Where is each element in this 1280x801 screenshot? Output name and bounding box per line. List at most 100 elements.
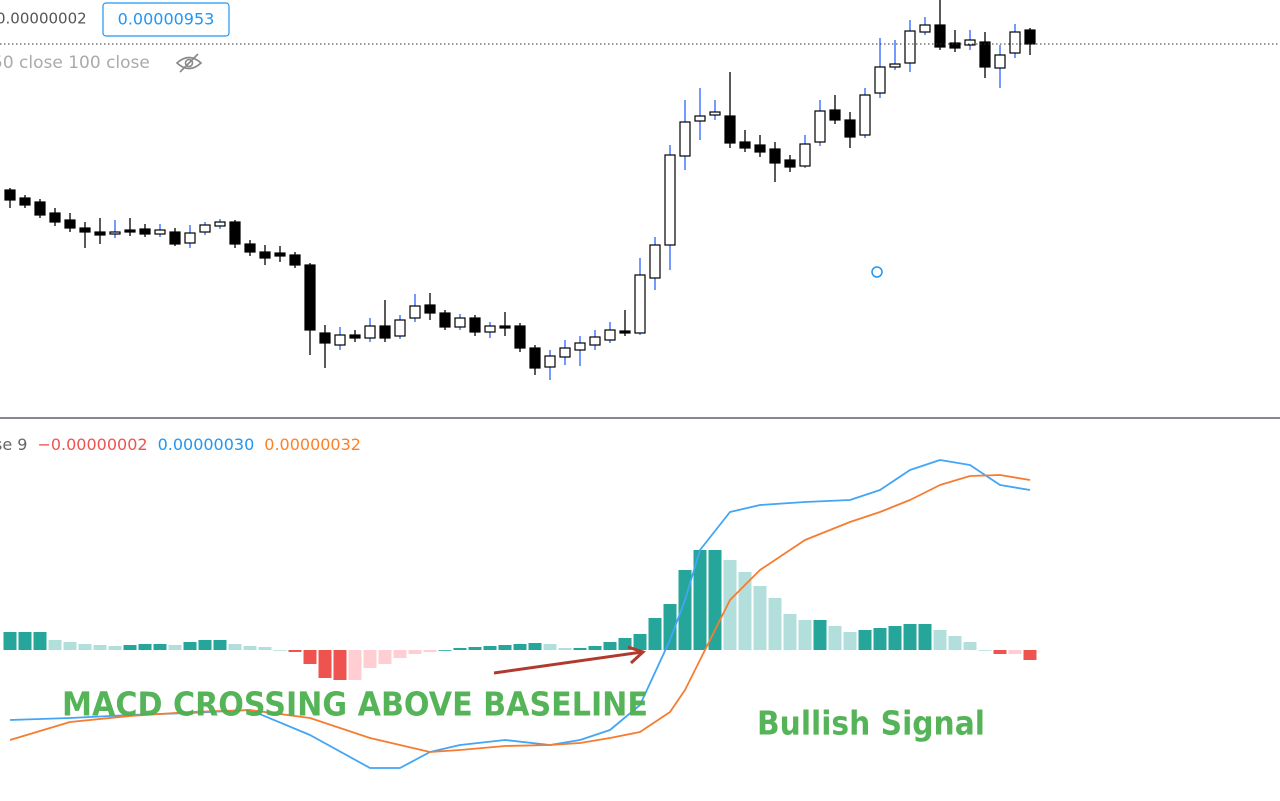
- histogram-bar: [498, 645, 512, 650]
- histogram-bar: [558, 648, 572, 650]
- histogram-bar: [588, 646, 602, 650]
- histogram-bar: [528, 643, 542, 650]
- candle-body: [529, 347, 541, 369]
- candle-body: [979, 41, 991, 68]
- arrow-head: [627, 645, 646, 665]
- histogram-bar: [633, 634, 647, 650]
- candle-body: [244, 243, 256, 253]
- histogram-bar: [3, 632, 17, 650]
- candle-body: [469, 317, 481, 333]
- histogram-bar: [543, 644, 557, 650]
- indicator-line: [9, 474, 1031, 753]
- histogram-bar: [48, 640, 62, 650]
- candle-body: [544, 355, 556, 368]
- histogram-bar: [468, 647, 482, 650]
- histogram-bar: [768, 598, 782, 650]
- annotation: MACD CROSSING ABOVE BASELINE: [62, 685, 648, 724]
- candle-body: [304, 264, 316, 331]
- candle-body: [874, 66, 886, 94]
- indicator-label: 50 close 100 close: [0, 53, 150, 73]
- histogram-bar: [783, 614, 797, 650]
- histogram-bar: [78, 644, 92, 650]
- histogram-bar: [258, 647, 272, 650]
- visibility-toggle[interactable]: [175, 53, 203, 73]
- candle-body: [934, 24, 946, 48]
- histogram-bar: [453, 648, 467, 650]
- candle-body: [184, 232, 196, 244]
- candle-body: [724, 115, 736, 144]
- candle-body: [619, 330, 631, 334]
- histogram-bar: [333, 650, 347, 680]
- candle-body: [769, 148, 781, 164]
- candle-body: [814, 110, 826, 143]
- candle-body: [664, 154, 676, 246]
- candle-body: [454, 317, 466, 328]
- histogram-bar: [723, 560, 737, 650]
- candle-body: [484, 325, 496, 333]
- candle-body: [439, 312, 451, 328]
- candle-body: [679, 121, 691, 157]
- macd-header-value: 0.00000030: [158, 435, 255, 454]
- histogram-bar: [363, 650, 377, 668]
- candle-body: [124, 229, 136, 233]
- candle-body: [589, 336, 601, 346]
- candle-body: [199, 224, 211, 233]
- histogram-bar: [513, 644, 527, 650]
- candle-body: [754, 144, 766, 153]
- histogram-bar: [273, 650, 287, 651]
- histogram-bar: [378, 650, 392, 664]
- histogram-bar: [318, 650, 332, 678]
- indicator-line: [9, 459, 1031, 769]
- candle-body: [694, 115, 706, 122]
- candle-body: [274, 252, 286, 257]
- candle-body: [319, 332, 331, 344]
- candle-body: [604, 329, 616, 341]
- histogram-bar: [933, 630, 947, 650]
- histogram-bar: [108, 646, 122, 650]
- histogram-bar: [408, 650, 422, 654]
- histogram-bar: [348, 650, 362, 680]
- macd-header: se 9 −0.00000002 0.00000030 0.00000032: [0, 435, 361, 454]
- histogram-bar: [168, 645, 182, 650]
- candle-body: [994, 54, 1006, 69]
- histogram-bar: [948, 636, 962, 650]
- candle-body: [649, 244, 661, 279]
- arrow-shaft: [493, 650, 643, 675]
- candle-body: [514, 325, 526, 349]
- histogram-bar: [63, 642, 77, 650]
- histogram-bar: [708, 550, 722, 650]
- macd-header-value: 0.00000032: [264, 435, 361, 454]
- candle-body: [259, 251, 271, 259]
- macd-header-value: −0.00000002: [37, 435, 147, 454]
- candle-body: [409, 305, 421, 319]
- cursor-marker: [871, 266, 883, 278]
- candle-body: [4, 189, 16, 201]
- candle-body: [229, 221, 241, 245]
- histogram-bar: [138, 644, 152, 650]
- price-label: 0.00000953: [118, 10, 215, 29]
- candle-body: [574, 342, 586, 351]
- eye-strike: [179, 53, 199, 73]
- histogram-bar: [153, 644, 167, 650]
- histogram-bar: [93, 645, 107, 650]
- histogram-bar: [813, 620, 827, 650]
- candle-body: [289, 254, 301, 266]
- candle-body: [64, 219, 76, 229]
- candle-body: [34, 201, 46, 216]
- histogram-bar: [693, 550, 707, 650]
- eye-pupil: [184, 58, 194, 68]
- histogram-bar: [963, 642, 977, 650]
- candle-body: [919, 24, 931, 33]
- histogram-bar: [993, 650, 1007, 654]
- histogram-bar: [738, 572, 752, 650]
- candle-body: [394, 319, 406, 337]
- candle-body: [799, 143, 811, 167]
- candle-body: [214, 221, 226, 227]
- histogram-bar: [183, 642, 197, 650]
- candle-body: [559, 347, 571, 358]
- histogram-bar: [423, 650, 437, 652]
- candle-body: [1024, 29, 1036, 45]
- annotation-arrow: [493, 645, 646, 675]
